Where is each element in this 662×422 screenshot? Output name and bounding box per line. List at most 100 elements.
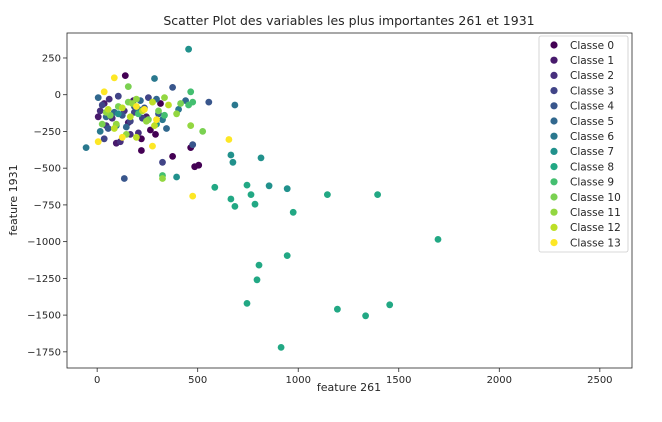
data-point: [100, 135, 108, 143]
legend-label: Classe 11: [570, 207, 621, 219]
data-point: [169, 84, 177, 91]
legend-label: Classe 5: [570, 116, 614, 128]
legend-label: Classe 3: [570, 85, 614, 97]
plot-frame: [66, 32, 633, 369]
legend-label: Classe 9: [570, 177, 614, 189]
x-tick-label: 2500: [587, 375, 612, 386]
data-point: [189, 141, 197, 149]
plot-area: [82, 45, 442, 351]
data-point: [187, 122, 195, 129]
y-tick-label: −1250: [27, 274, 61, 285]
legend-marker: [550, 41, 558, 49]
legend-label: Classe 0: [570, 40, 614, 52]
legend-label: Classe 6: [570, 131, 614, 143]
data-point: [324, 191, 331, 199]
data-point: [98, 120, 106, 128]
data-point: [334, 305, 341, 313]
data-point: [143, 117, 150, 125]
legend-label: Classe 2: [570, 70, 614, 82]
data-point: [173, 110, 181, 118]
data-point: [138, 147, 145, 154]
data-point: [161, 94, 168, 101]
data-point: [159, 158, 166, 166]
data-point: [227, 195, 235, 203]
data-point: [199, 127, 207, 135]
data-point: [153, 116, 160, 124]
y-tick-label: −1750: [27, 347, 61, 358]
y-tick-label: 250: [42, 53, 61, 64]
data-point: [289, 208, 297, 216]
y-tick-label: −750: [34, 200, 61, 211]
data-point: [434, 236, 442, 243]
data-point: [100, 88, 108, 96]
data-point: [104, 106, 112, 113]
legend-marker: [550, 71, 558, 79]
legend-marker: [550, 87, 558, 95]
legend-label: Classe 1: [570, 55, 614, 67]
data-point: [110, 125, 118, 132]
data-point: [149, 142, 156, 150]
data-point: [133, 103, 140, 110]
data-point: [118, 133, 126, 141]
y-tick-label: −500: [34, 164, 61, 175]
data-point: [165, 101, 172, 109]
data-point: [155, 107, 162, 115]
data-point: [149, 98, 156, 106]
data-point: [386, 301, 394, 309]
data-point: [185, 45, 193, 53]
data-point: [227, 151, 235, 159]
data-point: [94, 94, 102, 101]
legend-marker: [550, 193, 558, 201]
data-point: [161, 111, 168, 119]
data-point: [277, 344, 285, 351]
data-point: [247, 191, 255, 199]
data-point: [105, 95, 113, 103]
data-point: [157, 100, 164, 107]
data-point: [205, 98, 213, 106]
data-point: [114, 110, 122, 118]
legend-marker: [550, 223, 558, 231]
data-point: [94, 138, 102, 146]
legend-marker: [550, 117, 558, 125]
data-point: [126, 113, 134, 121]
data-point: [82, 144, 90, 152]
legend-marker: [550, 208, 558, 216]
data-point: [265, 182, 273, 190]
legend-box: [538, 35, 629, 253]
legend-label: Classe 8: [570, 161, 614, 173]
y-tick-label: −1000: [27, 237, 61, 248]
data-point: [114, 92, 122, 100]
legend-label: Classe 10: [570, 192, 621, 204]
data-point: [225, 136, 233, 143]
data-point: [187, 88, 195, 96]
x-axis: 0 500 1000 1500 2000 2500: [94, 368, 613, 386]
data-point: [189, 192, 197, 200]
legend-label: Classe 4: [570, 101, 614, 113]
legend-label: Classe 13: [570, 237, 621, 249]
data-point: [243, 181, 251, 189]
y-tick-label: −1500: [27, 311, 61, 322]
data-point: [229, 158, 237, 166]
data-point: [133, 95, 140, 103]
y-axis: 250 0 −250 −500 −750 −1000 −1250 −1500 −1750: [27, 53, 67, 358]
x-tick-label: 0: [94, 375, 100, 386]
data-point: [118, 104, 126, 112]
legend-marker: [550, 102, 558, 110]
data-point: [195, 161, 203, 169]
x-tick-label: 2000: [487, 375, 512, 386]
data-point: [251, 200, 259, 208]
x-tick-label: 1000: [286, 375, 311, 386]
data-point: [255, 261, 263, 269]
data-point: [133, 133, 140, 141]
data-point: [151, 122, 158, 129]
data-point: [283, 185, 291, 193]
legend: Classe 0 Classe 1 Classe 2 Classe 3 Classe 4…: [538, 35, 629, 253]
data-point: [177, 100, 185, 107]
data-point: [98, 101, 106, 109]
data-point: [122, 123, 130, 131]
data-point: [362, 312, 369, 320]
data-point: [124, 83, 132, 90]
legend-marker: [550, 56, 558, 64]
data-point: [189, 98, 197, 106]
